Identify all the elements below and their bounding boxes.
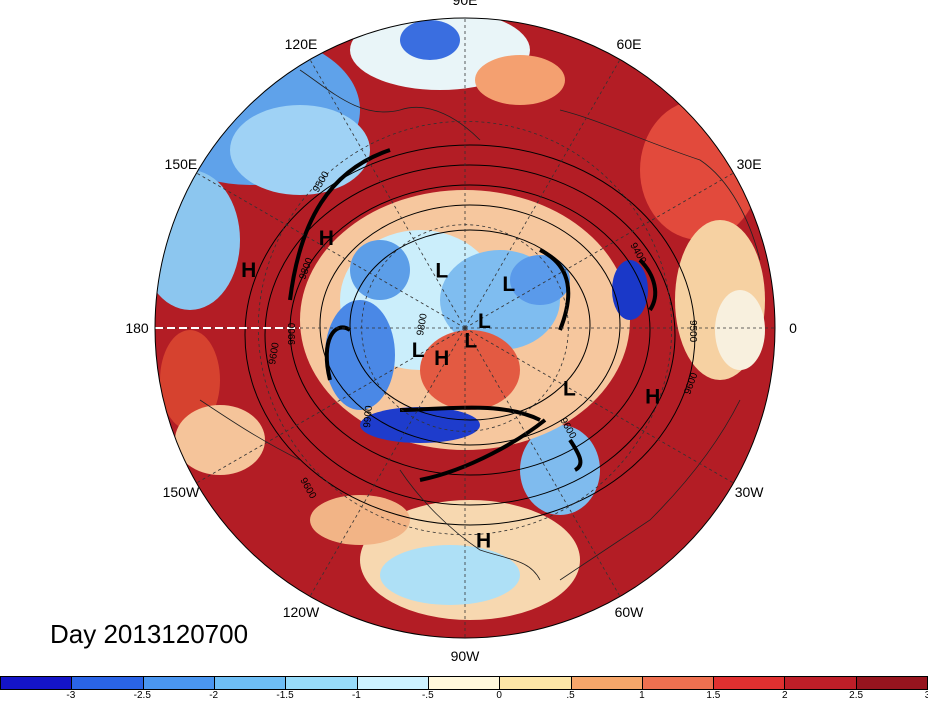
high-pressure-label: H [476, 530, 491, 553]
high-pressure-label: H [241, 259, 256, 282]
longitude-label: 30W [735, 484, 765, 500]
low-pressure-label: L [464, 330, 477, 353]
contour-label: 9800 [415, 312, 430, 336]
colorbar-tick-label: -2.5 [133, 690, 151, 701]
colorbar-segment [72, 677, 144, 689]
low-pressure-label: L [502, 273, 515, 296]
colorbar-tick-label: -.5 [421, 690, 434, 701]
colorbar-segment [714, 677, 786, 689]
colorbar-tick-label: 1 [639, 690, 645, 701]
low-pressure-label: L [412, 339, 425, 362]
colorbar-tick-label: 1.5 [706, 690, 721, 701]
low-pressure-label: L [435, 260, 448, 283]
longitude-label: 90W [451, 648, 481, 664]
map-border [154, 17, 776, 639]
colorbar-tick-label: 0 [496, 690, 502, 701]
high-pressure-label: H [645, 385, 660, 408]
longitude-label: 120E [285, 36, 318, 52]
colorbar-segment [428, 677, 501, 689]
colorbar-tick-label: -3 [66, 690, 76, 701]
longitude-label: 30E [737, 156, 762, 172]
colorbar-tick-label: 2 [781, 690, 788, 701]
colorbar-segment [143, 677, 215, 689]
low-pressure-label: L [563, 377, 576, 400]
longitude-labels: 90E 60E 30E 0 30W 60W 90W 120W 150W 180 150E 120E [125, 0, 797, 664]
colorbar-segment [286, 677, 358, 689]
colorbar-tick-label: -1.5 [276, 690, 294, 701]
map-title: Day 2013120700 [50, 619, 249, 649]
longitude-label: 150E [165, 156, 198, 172]
colorbar-ticks: -3 -2.5 -2 -1.5 -1 -.5 0 .5 1 1.5 2 2.5 3 [0, 690, 928, 702]
colorbar-segment [785, 677, 857, 689]
graticule [155, 18, 775, 638]
colorbar-segment [1, 677, 73, 689]
polar-map: 9500 9600 9800 9900 9400 9600 9500 9600 … [125, 0, 797, 664]
colorbar-tick-label: 3 [924, 690, 928, 701]
longitude-label: 180 [125, 320, 149, 336]
low-pressure-label: L [478, 310, 491, 333]
contour-label: 9500 [687, 320, 698, 343]
longitude-label: 60E [617, 36, 642, 52]
colorbar-segment [571, 677, 643, 689]
colorbar-tick-label: -2 [209, 690, 219, 701]
contour-label: 9900 [287, 322, 298, 345]
colorbar [0, 676, 928, 690]
colorbar-tick-label: .5 [566, 690, 575, 701]
colorbar-tick-label: -1 [351, 690, 361, 701]
colorbar-segment [214, 677, 287, 689]
contour-label: 9600 [267, 341, 282, 365]
longitude-label: 0 [789, 320, 797, 336]
longitude-label: 150W [163, 484, 200, 500]
colorbar-segment [500, 677, 572, 689]
high-pressure-label: H [434, 347, 449, 370]
longitude-label: 90E [453, 0, 478, 8]
coastlines [199, 69, 761, 581]
longitude-label: 60W [615, 604, 645, 620]
colorbar-tick-label: 2.5 [849, 690, 864, 701]
contour-lines [244, 144, 696, 526]
jet-contours [288, 148, 658, 482]
colorbar-segment [856, 677, 928, 689]
longitude-label: 120W [283, 604, 320, 620]
high-pressure-label: H [319, 227, 334, 250]
colorbar-segment [357, 677, 429, 689]
colorbar-segment [642, 677, 715, 689]
contour-label: 9900 [362, 405, 375, 429]
